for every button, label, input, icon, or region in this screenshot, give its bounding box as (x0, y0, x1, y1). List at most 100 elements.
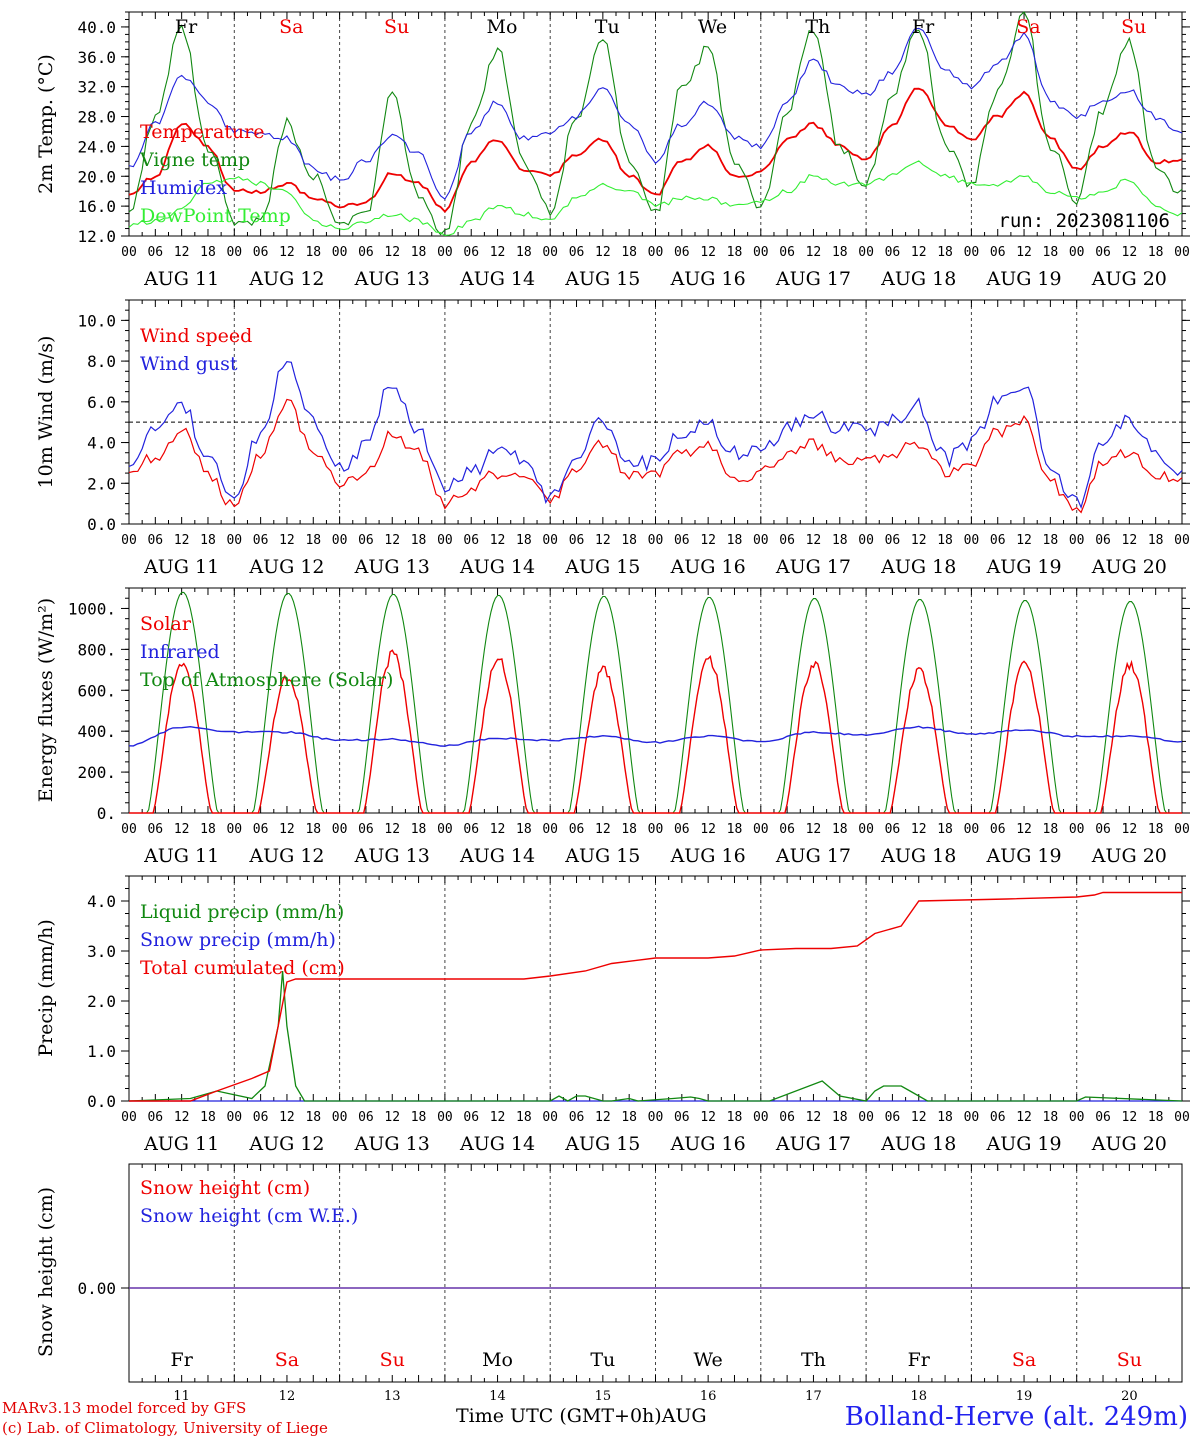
x-date-label: AUG 14 (459, 1133, 535, 1155)
x-hour-label: 00 (121, 1110, 137, 1125)
day-number-label: 11 (173, 1389, 190, 1404)
x-hour-label: 00 (858, 1110, 874, 1125)
x-hour-label: 18 (516, 245, 532, 260)
x-hour-label: 00 (753, 1110, 769, 1125)
legend-entry: Vigne temp (139, 149, 250, 171)
x-hour-label: 00 (648, 1110, 664, 1125)
x-hour-label: 12 (1016, 245, 1032, 260)
x-date-label: AUG 18 (880, 556, 956, 578)
x-hour-label: 06 (990, 822, 1006, 837)
x-hour-label: 18 (621, 1110, 637, 1125)
x-hour-label: 00 (858, 822, 874, 837)
x-hour-label: 18 (1148, 822, 1164, 837)
x-date-label: AUG 19 (985, 556, 1061, 578)
x-hour-label: 12 (806, 245, 822, 260)
legend-entry: Temperature (140, 121, 264, 143)
weekday-label: Mo (482, 1349, 513, 1371)
x-hour-label: 12 (279, 533, 295, 548)
weekday-label: We (698, 16, 727, 38)
y-tick-label: 2.0 (87, 992, 116, 1011)
x-hour-label: 12 (174, 245, 190, 260)
x-hour-label: 00 (332, 245, 348, 260)
panel-frame (128, 587, 1183, 814)
x-date-label: AUG 19 (985, 1133, 1061, 1155)
day-number-label: 20 (1121, 1389, 1138, 1404)
x-hour-label: 06 (463, 533, 479, 548)
x-hour-label: 06 (674, 533, 690, 548)
x-hour-label: 18 (305, 1110, 321, 1125)
x-hour-label: 18 (516, 822, 532, 837)
x-hour-label: 18 (200, 822, 216, 837)
y-tick-label: 6.0 (87, 393, 116, 412)
x-hour-label: 00 (332, 533, 348, 548)
model-credit: MARv3.13 model forced by GFS (2, 1399, 247, 1417)
x-hour-label: 18 (621, 245, 637, 260)
x-hour-label: 18 (1043, 822, 1059, 837)
x-hour-label: 06 (990, 1110, 1006, 1125)
x-hour-label: 00 (121, 245, 137, 260)
x-hour-label: 00 (226, 533, 242, 548)
x-hour-label: 06 (1095, 245, 1111, 260)
x-hour-label: 06 (147, 245, 163, 260)
x-hour-label: 06 (569, 1110, 585, 1125)
x-hour-label: 06 (253, 822, 269, 837)
x-hour-label: 00 (226, 1110, 242, 1125)
x-hour-label: 00 (542, 822, 558, 837)
y-tick-label: 12.0 (77, 227, 116, 246)
x-hour-label: 06 (463, 822, 479, 837)
x-hour-label: 00 (964, 822, 980, 837)
series-line-temperature (128, 87, 1183, 213)
series-line-infrared (128, 725, 1183, 747)
x-date-label: AUG 20 (1091, 268, 1167, 290)
x-hour-label: 18 (1148, 1110, 1164, 1125)
x-hour-label: 00 (648, 245, 664, 260)
x-hour-label: 18 (727, 533, 743, 548)
legend-entry: Snow height (cm W.E.) (140, 1205, 358, 1227)
x-date-label: AUG 12 (248, 845, 324, 867)
x-hour-label: 00 (332, 1110, 348, 1125)
x-hour-label: 18 (937, 245, 953, 260)
x-hour-label: 12 (1122, 1110, 1138, 1125)
x-hour-label: 18 (727, 1110, 743, 1125)
x-hour-label: 18 (516, 1110, 532, 1125)
y-tick-label: 32.0 (77, 78, 116, 97)
legend-entry: Total cumulated (cm) (140, 957, 345, 979)
x-hour-label: 12 (595, 533, 611, 548)
x-hour-label: 00 (753, 533, 769, 548)
x-hour-label: 00 (1069, 822, 1085, 837)
weekday-label: Sa (279, 16, 303, 38)
day-number-label: 18 (910, 1389, 927, 1404)
y-tick-label: 200. (77, 763, 116, 782)
y-tick-label: 36.0 (77, 48, 116, 67)
x-hour-label: 12 (384, 533, 400, 548)
x-hour-label: 12 (1016, 1110, 1032, 1125)
x-hour-label: 12 (279, 822, 295, 837)
x-hour-label: 18 (1148, 245, 1164, 260)
day-number-label: 14 (489, 1389, 506, 1404)
legend-entry: Infrared (140, 641, 220, 663)
x-hour-label: 06 (569, 245, 585, 260)
weekday-label: Mo (486, 16, 517, 38)
x-hour-label: 12 (595, 245, 611, 260)
x-hour-label: 00 (648, 822, 664, 837)
x-hour-label: 06 (1095, 1110, 1111, 1125)
y-tick-label: 4.0 (87, 434, 116, 453)
x-hour-label: 18 (411, 533, 427, 548)
legend-entry: DewPoint Temp (140, 205, 291, 227)
x-hour-label: 06 (990, 533, 1006, 548)
series-line-solar (129, 649, 1182, 814)
x-hour-label: 06 (779, 1110, 795, 1125)
x-hour-label: 06 (147, 533, 163, 548)
weekday-label: Th (801, 1349, 826, 1371)
x-date-label: AUG 12 (248, 556, 324, 578)
x-hour-label: 18 (832, 245, 848, 260)
x-hour-label: 12 (174, 822, 190, 837)
x-hour-label: 12 (911, 822, 927, 837)
y-tick-label: 4.0 (87, 892, 116, 911)
x-hour-label: 00 (964, 533, 980, 548)
weekday-label: Sa (1012, 1349, 1036, 1371)
x-hour-label: 18 (832, 1110, 848, 1125)
legend-entry: Snow height (cm) (140, 1177, 310, 1199)
x-hour-label: 06 (885, 1110, 901, 1125)
x-hour-label: 12 (384, 1110, 400, 1125)
